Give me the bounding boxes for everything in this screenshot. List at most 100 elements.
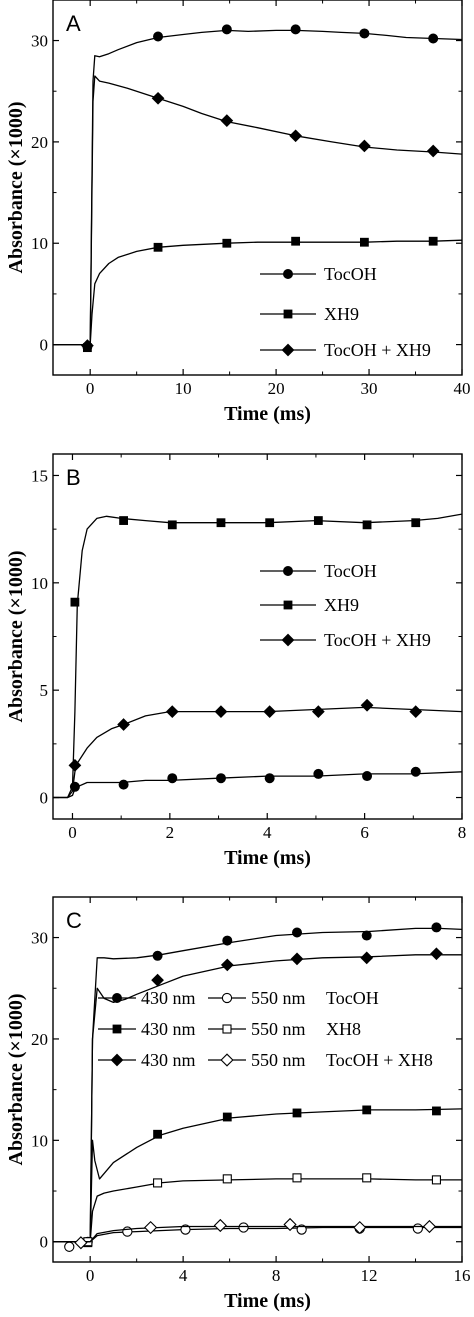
y-tick-label: 0	[40, 336, 49, 355]
data-point	[119, 516, 129, 525]
y-tick-label: 5	[40, 681, 49, 700]
series-line	[53, 1226, 462, 1243]
series-line	[53, 954, 462, 1243]
chart-panel-c: 0 4 8 12 16 0 10 20 30 Time (ms) Absorbance (×1000…	[5, 896, 471, 1312]
y-axis-title: Absorbance (×1000)	[5, 102, 27, 274]
data-point	[180, 1224, 191, 1235]
data-point	[283, 1217, 297, 1232]
data-point	[265, 518, 275, 528]
series-line	[53, 771, 462, 799]
legend-marker	[283, 600, 293, 610]
data-point	[409, 705, 423, 719]
data-point	[118, 779, 129, 790]
y-tick-label: 10	[31, 1131, 48, 1150]
series-tocoh-550-nm	[53, 1222, 462, 1252]
data-point	[422, 1219, 437, 1234]
x-tick-label: 16	[454, 1266, 471, 1285]
data-point	[264, 773, 275, 784]
chart-panel-b: 0 2 4 6 8 0 5 10 15 Time (ms) Absorbance (×1000) B T…	[5, 453, 466, 869]
x-tick-label: 0	[68, 823, 77, 842]
panel-letter: A	[66, 11, 81, 36]
data-point	[238, 1222, 249, 1233]
legend-label: TocOH	[324, 561, 377, 581]
series-tocoh-xh8-430-nm	[53, 947, 462, 1243]
series-tocoh	[53, 766, 462, 799]
data-point	[290, 952, 304, 966]
data-point	[296, 1224, 307, 1235]
data-point	[362, 1105, 372, 1115]
x-tick-label: 2	[166, 823, 175, 842]
data-point	[117, 718, 130, 731]
data-point	[165, 705, 179, 719]
data-point	[167, 520, 177, 530]
series-line	[53, 706, 462, 799]
x-axis-title: Time (ms)	[224, 1290, 311, 1312]
series-line	[53, 513, 462, 799]
x-tick-label: 4	[179, 1266, 188, 1285]
data-point	[428, 236, 438, 246]
panel-letter: B	[66, 465, 81, 490]
data-point	[263, 705, 277, 719]
series-tocoh-xh8-550-nm	[53, 1217, 462, 1250]
legend-label: TocOH	[326, 988, 379, 1008]
x-tick-label: 8	[272, 1266, 281, 1285]
series-line	[53, 927, 462, 1243]
legend-label: XH8	[326, 1019, 361, 1039]
series-xh9	[53, 513, 462, 799]
data-point	[428, 33, 439, 44]
y-tick-label: 10	[31, 574, 48, 593]
data-point	[216, 518, 226, 528]
legend-marker	[282, 268, 293, 279]
data-point	[153, 31, 164, 42]
data-point	[81, 339, 94, 352]
data-point	[359, 237, 369, 247]
data-point	[426, 144, 440, 158]
data-point	[64, 1241, 75, 1252]
data-point	[362, 520, 372, 530]
data-point	[220, 958, 234, 972]
data-point	[153, 242, 163, 252]
legend-label: 550 nm	[251, 1050, 306, 1070]
x-axis-title: Time (ms)	[224, 403, 311, 425]
y-tick-label: 10	[31, 234, 48, 253]
series-xh9	[53, 236, 462, 353]
data-point	[311, 705, 325, 719]
data-point	[215, 773, 226, 784]
series-xh8-430-nm	[53, 1105, 462, 1248]
data-point	[222, 238, 232, 248]
legend-label: 550 nm	[251, 988, 306, 1008]
y-axis-title: Absorbance (×1000)	[5, 994, 27, 1166]
series-tocoh-xh9	[53, 75, 462, 352]
series-line	[53, 1225, 462, 1243]
data-point	[167, 773, 178, 784]
y-tick-label: 30	[31, 32, 48, 51]
data-point	[412, 1223, 423, 1234]
legend-label: 430 nm	[141, 1050, 196, 1070]
legend-marker	[112, 993, 123, 1004]
legend-label: TocOH + XH8	[326, 1050, 433, 1070]
y-tick-label: 15	[31, 466, 48, 485]
data-point	[151, 91, 165, 105]
data-point	[362, 771, 373, 782]
data-point	[353, 1220, 367, 1235]
chart-panel-a: 0 10 20 30 40 0 10 20 30 Time (ms) Absorbance (×10…	[5, 0, 471, 425]
data-point	[153, 1178, 163, 1188]
legend-marker	[112, 1024, 122, 1034]
plot-frame	[52, 896, 463, 1263]
x-tick-label: 6	[360, 823, 369, 842]
data-point	[362, 1173, 372, 1183]
legend-marker	[281, 633, 295, 647]
series-tocoh-430-nm	[53, 922, 462, 1247]
data-point	[360, 951, 374, 965]
x-tick-label: 0	[86, 379, 95, 398]
legend-marker	[282, 566, 293, 577]
data-point	[213, 1218, 227, 1233]
x-tick-label: 40	[454, 379, 471, 398]
y-tick-label: 20	[31, 1030, 48, 1049]
data-point	[152, 950, 163, 961]
data-point	[290, 24, 301, 35]
legend-label: XH9	[324, 595, 359, 615]
y-tick-label: 0	[40, 1233, 49, 1252]
x-tick-label: 0	[86, 1266, 95, 1285]
legend-label: TocOH + XH9	[324, 340, 431, 360]
